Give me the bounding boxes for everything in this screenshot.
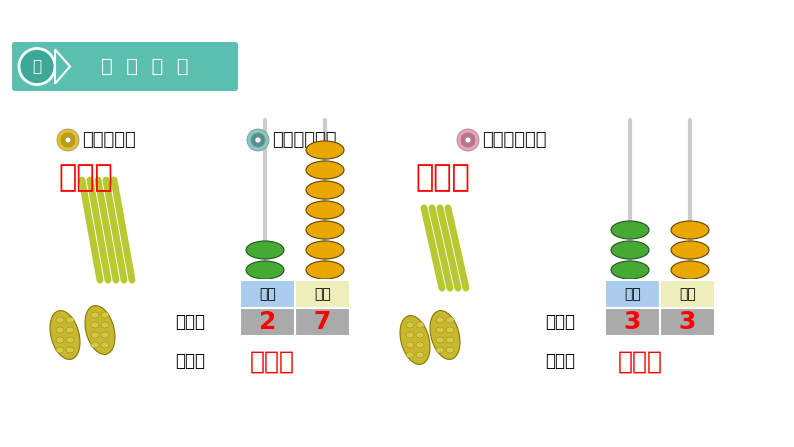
Ellipse shape — [306, 241, 344, 259]
Text: 二十七: 二十七 — [58, 164, 113, 193]
Text: 7: 7 — [314, 310, 331, 334]
Ellipse shape — [406, 352, 414, 358]
Text: 写作：: 写作： — [175, 313, 205, 331]
Circle shape — [457, 129, 479, 151]
Ellipse shape — [611, 221, 649, 239]
Text: 2: 2 — [259, 310, 276, 334]
Ellipse shape — [406, 332, 414, 338]
Circle shape — [19, 49, 55, 84]
Bar — [660, 280, 715, 308]
Ellipse shape — [611, 261, 649, 279]
FancyBboxPatch shape — [11, 41, 239, 92]
Text: 个位: 个位 — [314, 287, 331, 301]
Text: 3: 3 — [679, 310, 696, 334]
Circle shape — [251, 133, 265, 147]
Ellipse shape — [430, 311, 460, 359]
Polygon shape — [55, 49, 70, 84]
Ellipse shape — [66, 337, 74, 343]
Bar — [295, 308, 350, 336]
Ellipse shape — [306, 261, 344, 279]
Bar — [605, 280, 660, 308]
Bar — [295, 280, 350, 308]
Text: 有四十粒，: 有四十粒， — [82, 131, 136, 149]
Ellipse shape — [611, 241, 649, 259]
Text: 十位: 十位 — [259, 287, 276, 301]
Ellipse shape — [306, 161, 344, 179]
Ellipse shape — [66, 347, 74, 353]
Ellipse shape — [436, 337, 444, 343]
Ellipse shape — [91, 322, 99, 328]
Text: 个位: 个位 — [679, 287, 696, 301]
Text: 读作：: 读作： — [175, 352, 205, 370]
Ellipse shape — [306, 221, 344, 239]
Text: 三十三: 三十三 — [618, 349, 663, 373]
Text: 有二十七粒，: 有二十七粒， — [272, 131, 337, 149]
Ellipse shape — [416, 322, 424, 328]
Ellipse shape — [400, 316, 430, 364]
Ellipse shape — [306, 181, 344, 199]
Ellipse shape — [66, 317, 74, 323]
Ellipse shape — [101, 312, 109, 318]
Ellipse shape — [406, 322, 414, 328]
Ellipse shape — [416, 342, 424, 348]
Circle shape — [57, 129, 79, 151]
Text: 3: 3 — [624, 310, 642, 334]
Ellipse shape — [101, 332, 109, 338]
Bar — [240, 308, 295, 336]
Ellipse shape — [56, 327, 64, 333]
Ellipse shape — [91, 312, 99, 318]
Ellipse shape — [446, 337, 454, 343]
Ellipse shape — [671, 261, 709, 279]
Ellipse shape — [101, 322, 109, 328]
Ellipse shape — [101, 342, 109, 348]
Ellipse shape — [436, 327, 444, 333]
Text: 写作：: 写作： — [545, 313, 575, 331]
Bar — [660, 308, 715, 336]
Text: 探  究  新  知: 探 究 新 知 — [102, 57, 189, 76]
Ellipse shape — [306, 141, 344, 159]
Ellipse shape — [671, 241, 709, 259]
Ellipse shape — [246, 241, 284, 259]
Ellipse shape — [91, 342, 99, 348]
Bar — [240, 280, 295, 308]
Ellipse shape — [406, 342, 414, 348]
Ellipse shape — [416, 332, 424, 338]
Circle shape — [247, 129, 269, 151]
Ellipse shape — [446, 317, 454, 323]
Ellipse shape — [66, 327, 74, 333]
Ellipse shape — [50, 311, 80, 359]
Text: 十位: 十位 — [624, 287, 641, 301]
Ellipse shape — [306, 201, 344, 219]
Text: 一: 一 — [33, 59, 41, 74]
Ellipse shape — [436, 317, 444, 323]
Text: 读作：: 读作： — [545, 352, 575, 370]
Ellipse shape — [416, 352, 424, 358]
Bar — [605, 308, 660, 336]
Ellipse shape — [446, 347, 454, 353]
Ellipse shape — [56, 347, 64, 353]
Circle shape — [255, 137, 261, 143]
Text: 有三十三粒。: 有三十三粒。 — [482, 131, 546, 149]
Text: 二十七: 二十七 — [250, 349, 295, 373]
Ellipse shape — [446, 327, 454, 333]
Circle shape — [461, 133, 475, 147]
Ellipse shape — [436, 347, 444, 353]
Ellipse shape — [91, 332, 99, 338]
Ellipse shape — [56, 317, 64, 323]
Circle shape — [65, 137, 71, 143]
Ellipse shape — [85, 306, 115, 354]
Circle shape — [61, 133, 75, 147]
Ellipse shape — [56, 337, 64, 343]
Text: 三十三: 三十三 — [415, 164, 470, 193]
Ellipse shape — [671, 221, 709, 239]
Ellipse shape — [246, 261, 284, 279]
Circle shape — [465, 137, 471, 143]
